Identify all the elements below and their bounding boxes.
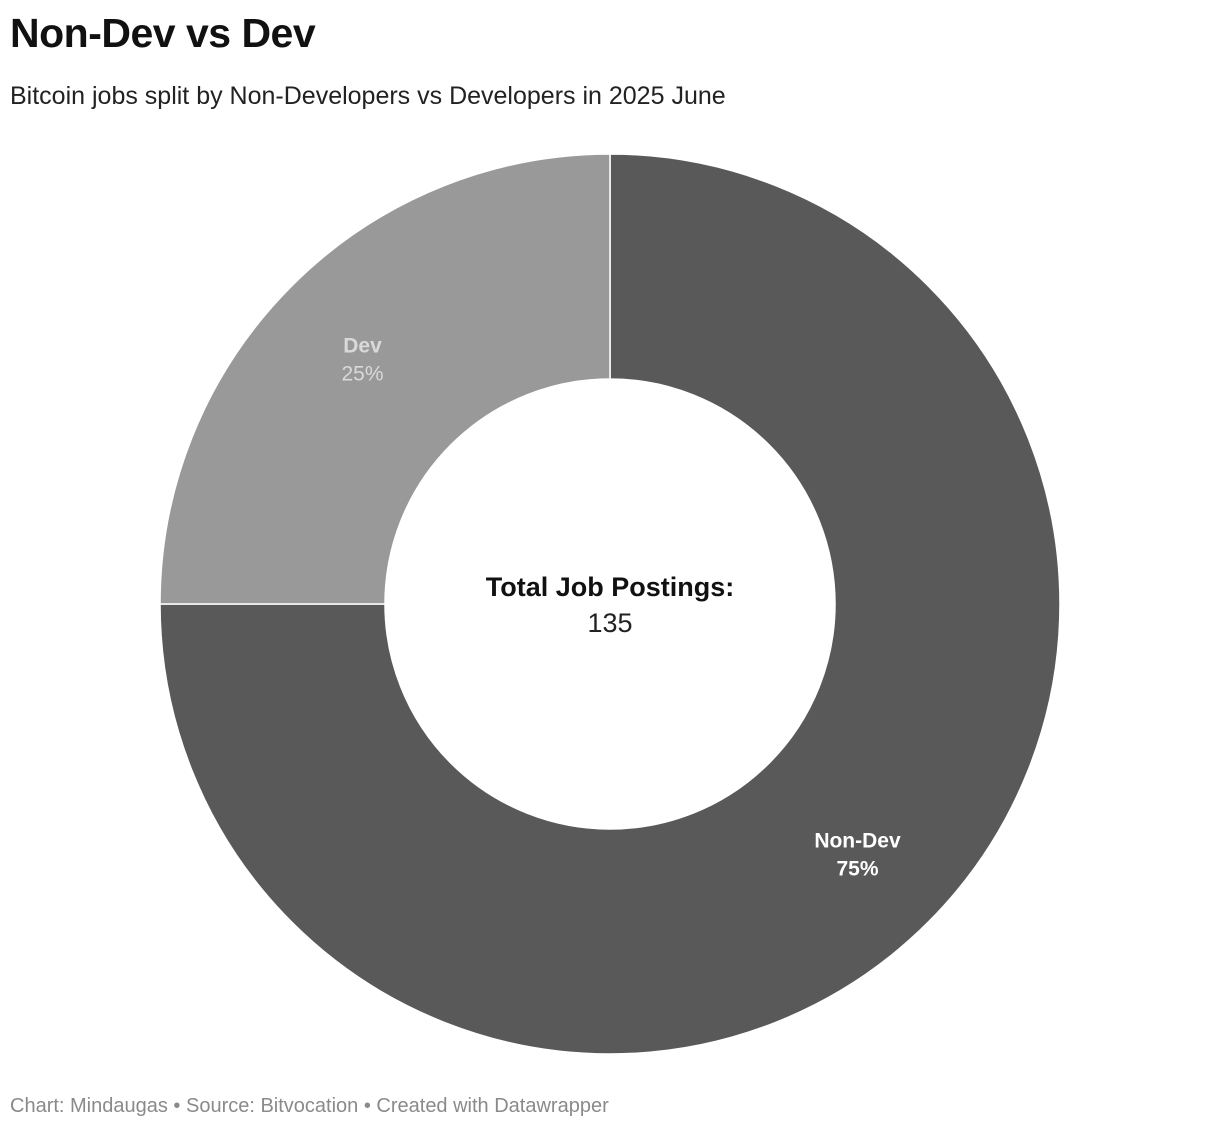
center-value: 135	[587, 608, 632, 638]
donut-slices	[159, 153, 1061, 1055]
slice-percent: 75%	[836, 857, 878, 880]
slice-labels: Non-Dev 75% Dev 25%	[341, 335, 900, 881]
chart-footer: Chart: Mindaugas • Source: Bitvocation •…	[10, 1095, 609, 1117]
center-label: Total Job Postings:	[486, 572, 735, 602]
slice-label: Non-Dev	[814, 829, 901, 852]
chart-subtitle: Bitcoin jobs split by Non-Developers vs …	[10, 82, 726, 110]
slice-label: Dev	[343, 335, 382, 358]
slice-percent: 25%	[341, 363, 383, 386]
slice-dev[interactable]	[159, 153, 611, 605]
slice-non-dev[interactable]	[159, 153, 1061, 1055]
chart-title: Non-Dev vs Dev	[10, 10, 316, 56]
